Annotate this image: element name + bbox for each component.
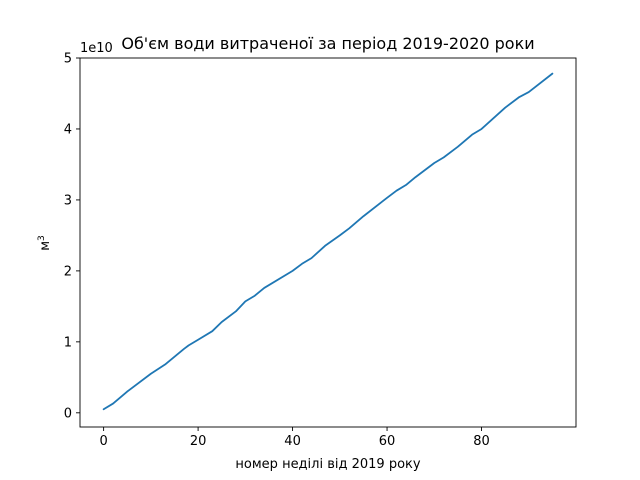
series-line	[102, 72, 554, 411]
y-tick-label: 3	[64, 193, 72, 208]
x-tick-label: 20	[190, 434, 207, 449]
axis-ticks: 0 20 40 60 80 0 1 2 3 4 5	[64, 52, 490, 450]
x-axis-label: номер неділі від 2019 року	[235, 457, 420, 472]
x-tick-label: 80	[473, 434, 490, 449]
y-tick-label: 5	[64, 52, 72, 67]
y-tick-label: 0	[64, 406, 72, 421]
y-tick-label: 4	[64, 122, 72, 137]
x-tick-label: 0	[99, 434, 107, 449]
chart-title: Об'єм води витраченої за період 2019-202…	[121, 34, 534, 53]
y-tick-label: 1	[64, 335, 72, 350]
y-axis-label-exponent: 3	[37, 235, 47, 241]
x-tick-label: 60	[379, 434, 396, 449]
y-tick-label: 2	[64, 264, 72, 279]
y-axis-label: м3	[37, 235, 53, 251]
x-tick-label: 40	[284, 434, 301, 449]
y-multiplier: 1e10	[80, 41, 113, 56]
plot-frame	[79, 57, 577, 428]
y-axis-label-unit: м	[38, 241, 53, 251]
